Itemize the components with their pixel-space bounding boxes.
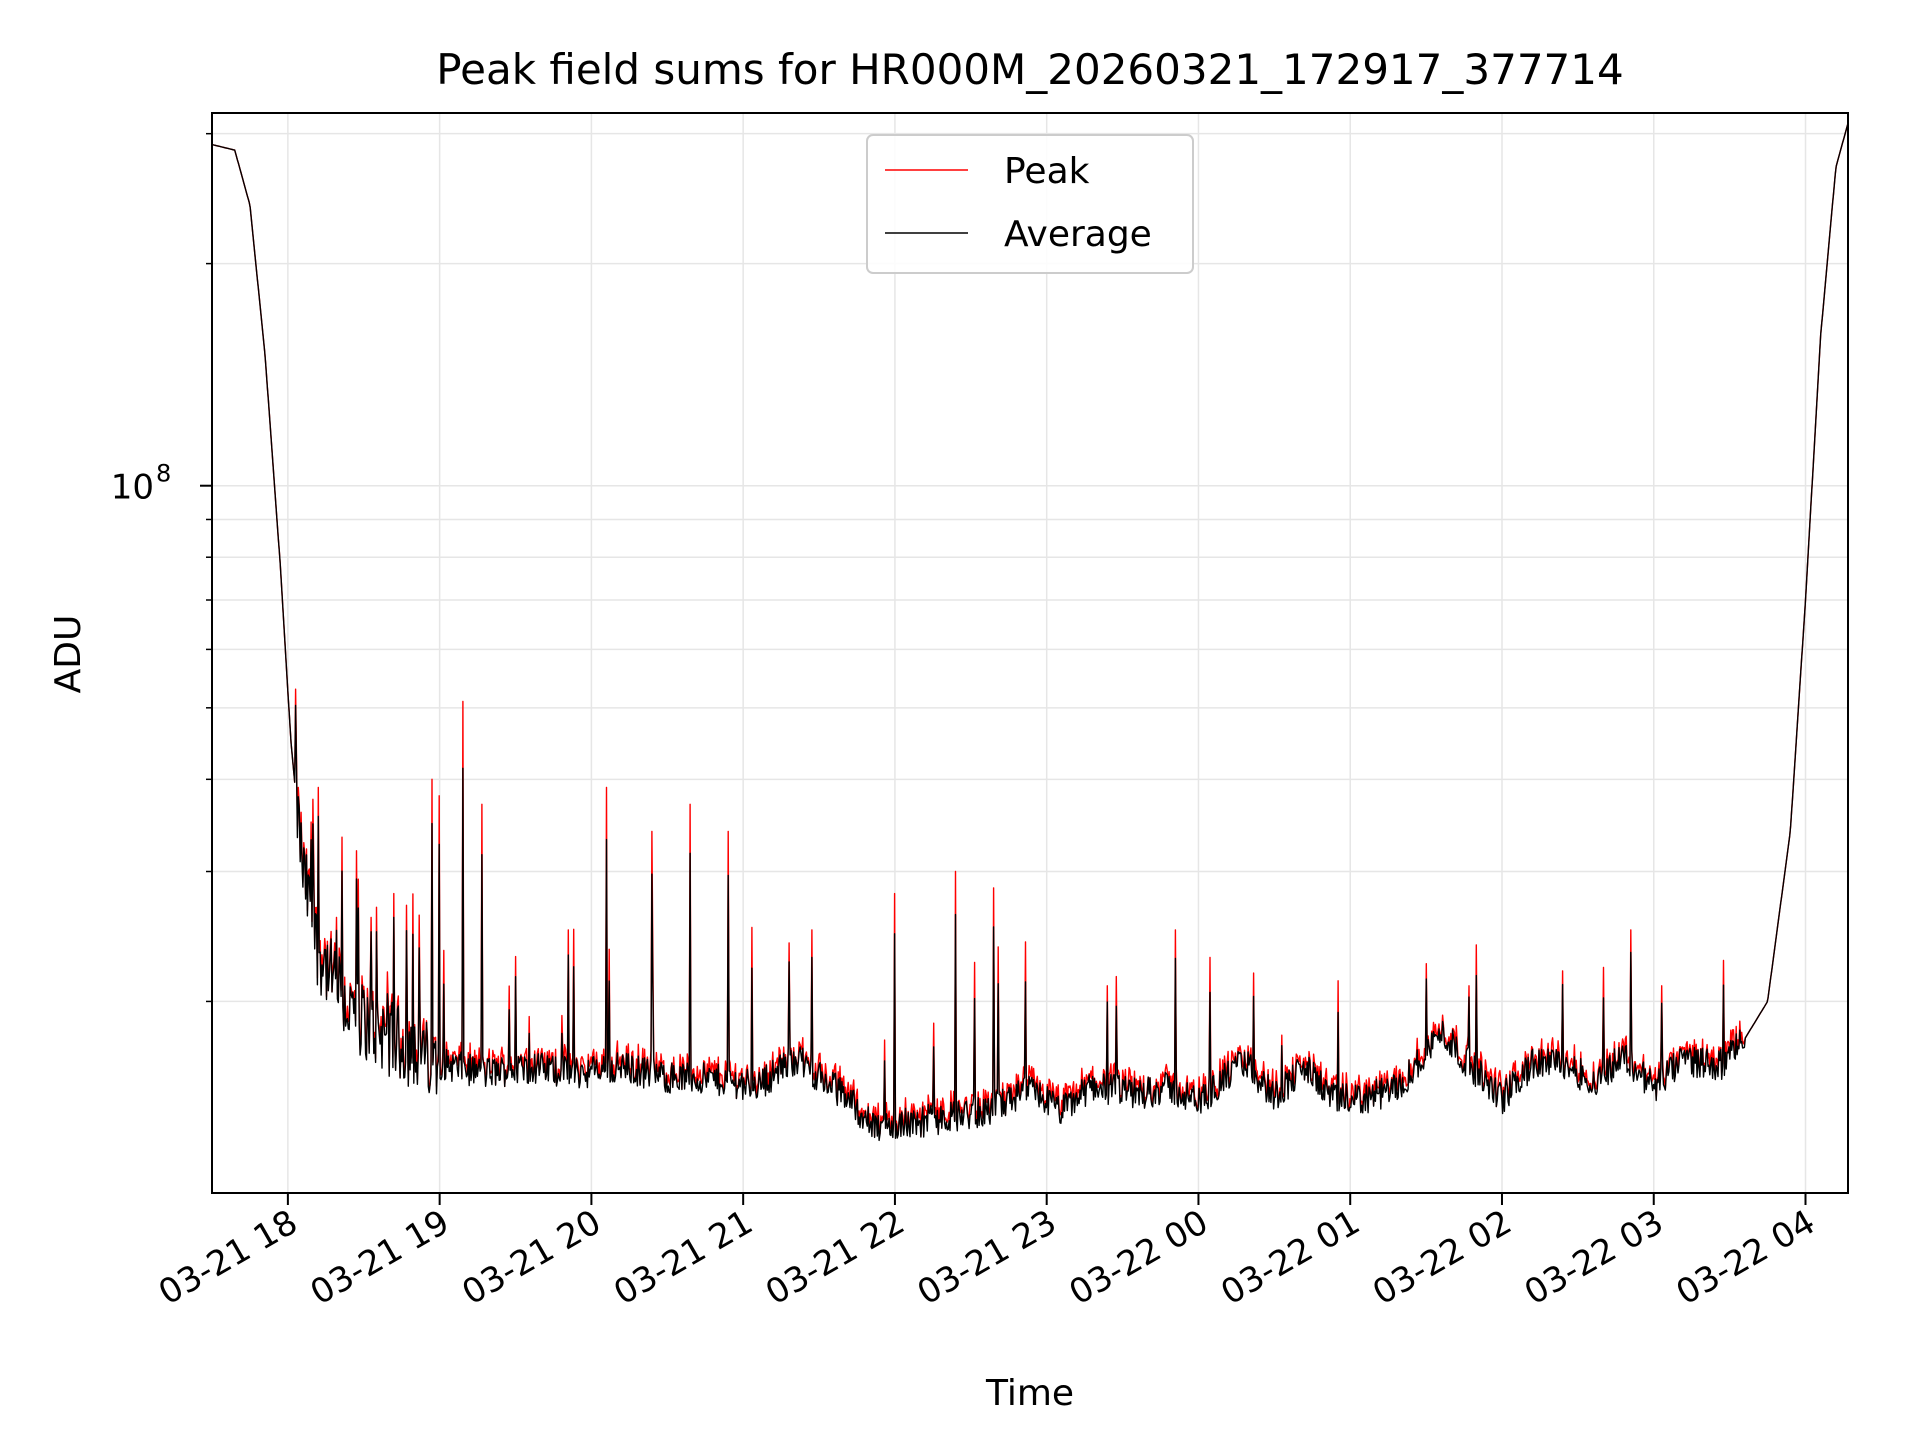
y-tick-label: 10: [111, 468, 154, 508]
legend-label-average: Average: [1004, 214, 1152, 255]
legend-label-peak: Peak: [1004, 151, 1090, 192]
y-axis-label: ADU: [48, 615, 89, 694]
y-tick-label-exponent: 8: [156, 460, 171, 488]
series-line-average: [211, 123, 1849, 1142]
legend: Peak Average: [866, 134, 1194, 274]
plot-frame: [211, 112, 1849, 1194]
x-axis-label: Time: [985, 1373, 1074, 1414]
chart-title: Peak field sums for HR000M_20260321_1729…: [436, 45, 1623, 94]
grid-lines: [212, 113, 1848, 1193]
plot-series: [211, 123, 1849, 1142]
